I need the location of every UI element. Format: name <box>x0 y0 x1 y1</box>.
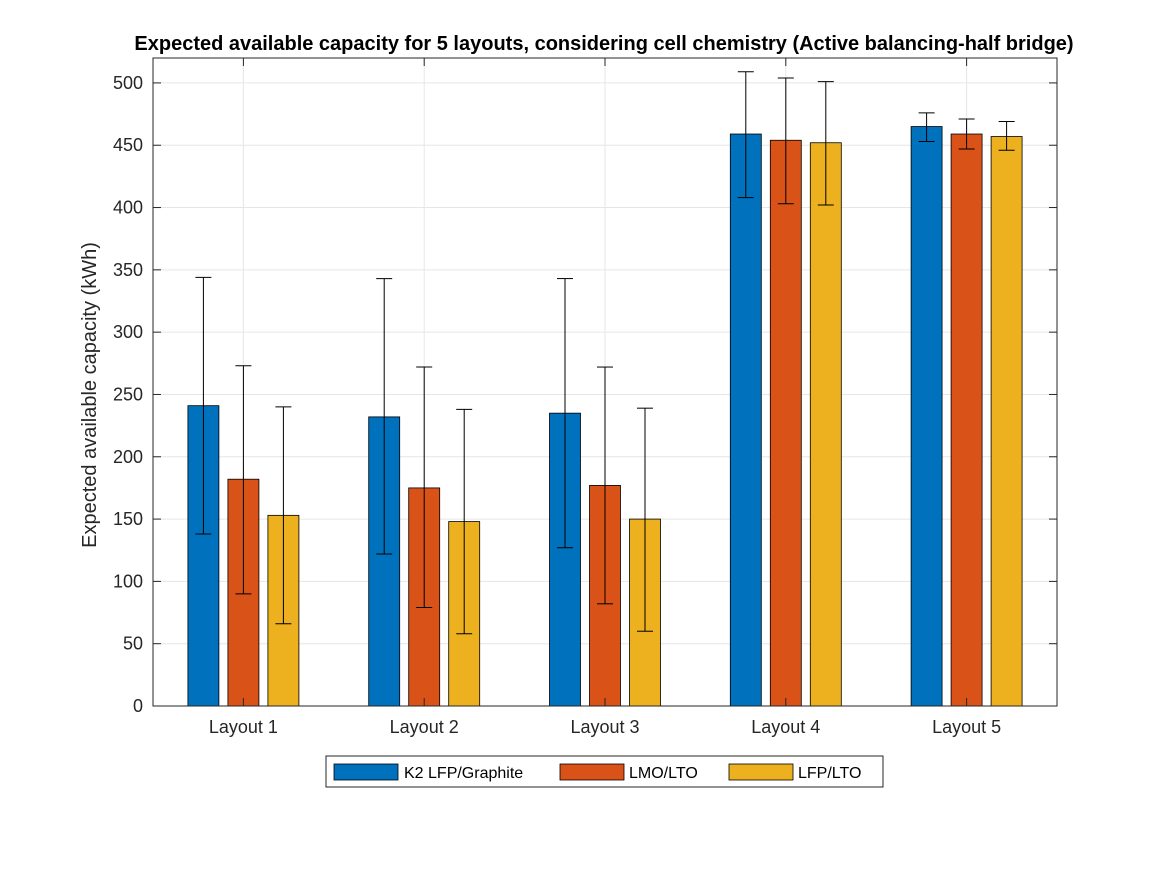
y-tick-label: 450 <box>113 135 143 155</box>
y-tick-label: 500 <box>113 73 143 93</box>
legend: K2 LFP/Graphite LMO/LTO LFP/LTO <box>325 755 884 788</box>
bar <box>950 133 983 707</box>
y-tick-label: 350 <box>113 260 143 280</box>
bar <box>809 142 842 707</box>
y-tick-label: 50 <box>123 634 143 654</box>
legend-label: LMO/LTO <box>629 765 698 782</box>
x-tick-label: Layout 5 <box>932 717 1001 737</box>
legend-label: K2 LFP/Graphite <box>404 765 523 782</box>
x-tick-label: Layout 4 <box>751 717 820 737</box>
y-axis-label: Expected available capacity (kWh) <box>79 242 101 548</box>
legend-swatch <box>333 763 399 781</box>
x-tick-label: Layout 1 <box>209 717 278 737</box>
legend-swatch <box>728 763 794 781</box>
legend-swatch <box>559 763 625 781</box>
axes: 0 50 100 150 200 250 300 350 400 450 500 Layout 1 La… <box>113 57 1058 737</box>
x-tick-label: Layout 3 <box>570 717 639 737</box>
y-tick-label: 400 <box>113 198 143 218</box>
y-tick-label: 300 <box>113 322 143 342</box>
legend-label: LFP/LTO <box>798 765 861 782</box>
bar <box>910 126 943 707</box>
x-tick-label: Layout 2 <box>390 717 459 737</box>
y-tick-label: 150 <box>113 509 143 529</box>
bar <box>769 139 802 707</box>
y-tick-label: 0 <box>133 696 143 716</box>
bar <box>729 133 762 707</box>
y-tick-label: 100 <box>113 571 143 591</box>
bar <box>990 136 1023 707</box>
y-tick-label: 200 <box>113 447 143 467</box>
y-tick-label: 250 <box>113 384 143 404</box>
bars <box>187 71 1023 707</box>
chart-title: Expected available capacity for 5 layout… <box>134 33 1073 55</box>
